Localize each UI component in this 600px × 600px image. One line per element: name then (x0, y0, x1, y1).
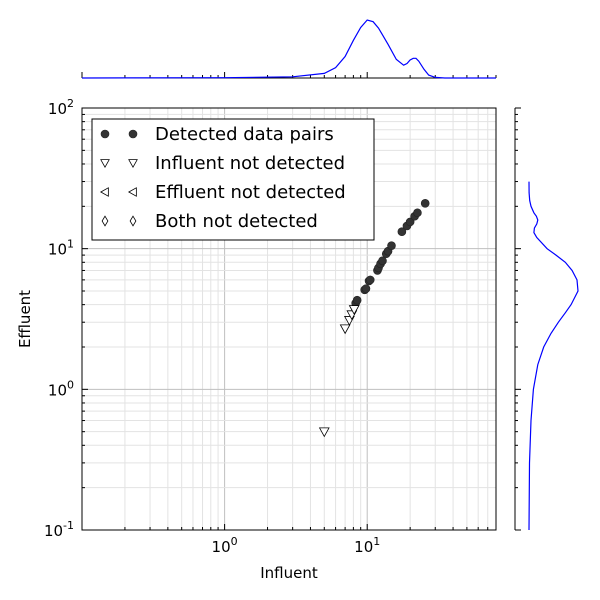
legend-marker (99, 187, 109, 197)
legend-label: Both not detected (155, 211, 318, 232)
legend-marker (127, 187, 137, 197)
x-tick-label: 100 (212, 535, 238, 556)
data-point-circle (413, 208, 422, 218)
legend: Detected data pairs Influent not detected… (91, 118, 375, 241)
legend-marker (128, 159, 138, 169)
data-point-triangle-down (318, 427, 330, 438)
plot-frame (81, 107, 497, 531)
y-tick-label: 100 (48, 378, 74, 399)
data-point-circle (405, 217, 415, 227)
y-axis-label: Effluent (16, 290, 34, 348)
legend-marker (101, 215, 109, 227)
data-point-circle (378, 256, 387, 266)
data-point-circle (365, 275, 375, 285)
data-point-circle (361, 284, 371, 293)
legend-label: Influent not detected (155, 153, 345, 174)
y-tick-label: 102 (48, 97, 74, 118)
data-point-circle (397, 227, 407, 237)
legend-label: Effluent not detected (155, 182, 346, 203)
legend-marker (128, 129, 138, 139)
top-marginal-kde (81, 19, 497, 79)
data-point-circle (387, 241, 396, 250)
y-tick-label: 101 (48, 238, 74, 259)
main-scatter-plot: 100 101 10-1 100 101 102 Detected data pairs I… (44, 97, 497, 556)
right-kde-curve (528, 181, 579, 531)
legend-marker (100, 159, 110, 169)
right-marginal-kde (514, 107, 579, 531)
legend-box (91, 118, 375, 241)
x-axis-label: Influent (260, 564, 318, 582)
legend-marker (129, 215, 137, 227)
data-point-circle (352, 295, 362, 305)
data-point-circle (420, 199, 430, 208)
y-tick-label: 10-1 (44, 519, 74, 540)
top-kde-curve (81, 19, 496, 79)
x-tick-label: 101 (354, 535, 380, 556)
data-point-triangle-down (348, 305, 360, 315)
legend-label: Detected data pairs (155, 124, 334, 145)
data-points (318, 199, 430, 438)
legend-marker (100, 129, 110, 139)
data-point-triangle-down (339, 324, 351, 335)
